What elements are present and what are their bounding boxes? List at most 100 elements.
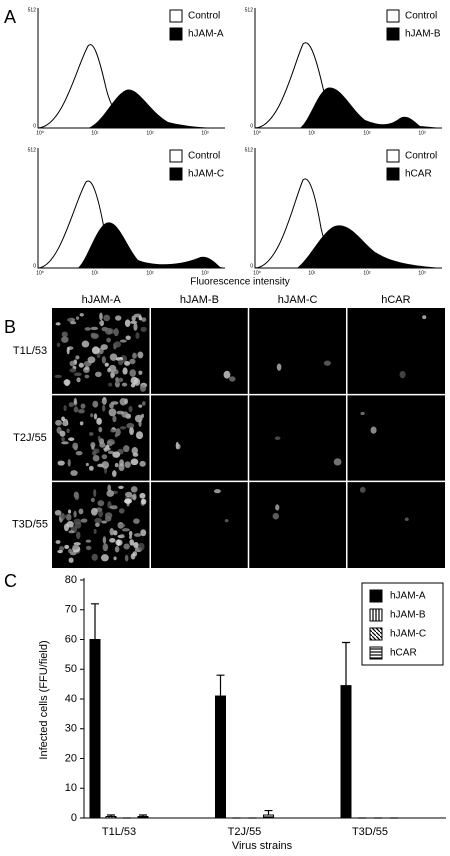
cell — [102, 404, 106, 412]
cell — [57, 549, 63, 554]
cell — [68, 548, 73, 554]
cell — [139, 460, 146, 467]
cell — [142, 401, 146, 406]
cell — [124, 498, 132, 504]
cell — [140, 326, 147, 332]
cell — [110, 429, 116, 433]
cell — [131, 447, 138, 455]
cell — [276, 363, 282, 371]
x-tick-label: 10² — [363, 130, 371, 136]
bar — [89, 639, 101, 819]
bar — [105, 816, 117, 819]
cell — [129, 358, 136, 365]
cell — [224, 519, 229, 523]
cell — [115, 377, 119, 382]
cell — [323, 360, 331, 366]
cell — [119, 459, 125, 467]
cell — [65, 513, 72, 521]
cell — [115, 539, 123, 546]
x-tick-label: 10² — [363, 270, 371, 276]
cell — [124, 491, 133, 498]
cell — [74, 446, 78, 451]
cell — [129, 427, 134, 436]
cell — [114, 433, 118, 438]
cell — [109, 505, 118, 510]
cell — [141, 498, 147, 505]
cell — [66, 521, 74, 528]
cell — [103, 447, 111, 451]
column-label: hJAM-A — [82, 294, 122, 306]
x-tick-label: 10⁰ — [36, 130, 44, 136]
cell — [128, 530, 133, 537]
cell — [130, 458, 139, 466]
cell — [99, 442, 106, 448]
cell — [132, 493, 137, 501]
legend-label: hCAR — [405, 169, 432, 180]
cell — [112, 415, 117, 423]
cell — [78, 362, 84, 368]
error-bar — [91, 603, 99, 640]
cell — [128, 535, 133, 540]
cell — [107, 450, 115, 454]
cell — [124, 461, 131, 469]
cell — [119, 339, 127, 343]
cell — [100, 344, 108, 350]
y-tick-label: 512 — [28, 147, 37, 153]
legend-label: hJAM-C — [390, 629, 426, 640]
x-tick-label: T3D/55 — [352, 826, 388, 838]
cell — [81, 340, 90, 348]
cell — [93, 448, 100, 454]
cell — [93, 489, 97, 498]
cell — [114, 341, 122, 348]
cell — [118, 485, 124, 489]
cell — [76, 531, 81, 540]
cell — [132, 352, 137, 359]
cell — [67, 318, 72, 322]
legend-label: hJAM-A — [188, 29, 224, 40]
cell — [74, 493, 80, 501]
legend-label: Control — [188, 11, 220, 22]
cell — [90, 442, 96, 448]
x-tick-label: 10³ — [418, 130, 426, 136]
y-tick-label: 0 — [250, 263, 253, 269]
cell — [175, 443, 181, 450]
cell — [119, 426, 127, 430]
cell — [114, 315, 122, 321]
error-bar — [216, 674, 225, 697]
cell — [68, 530, 75, 534]
cell — [91, 346, 100, 355]
cell — [130, 553, 136, 560]
cell — [139, 492, 146, 499]
cell — [90, 497, 95, 503]
cell — [55, 419, 62, 426]
cell — [112, 470, 117, 477]
axis-title: Fluorescence intensity — [190, 277, 290, 288]
x-tick-label: 10¹ — [308, 130, 316, 136]
cell — [123, 543, 130, 550]
cell — [122, 367, 128, 375]
cell — [92, 400, 99, 408]
y-tick-label: 20 — [65, 752, 77, 764]
cell — [67, 459, 71, 467]
cell — [90, 507, 98, 516]
cell — [68, 402, 75, 408]
axes — [254, 8, 442, 129]
y-tick-label: 80 — [65, 574, 77, 586]
cell — [101, 400, 108, 404]
cell — [129, 369, 137, 377]
cell — [88, 465, 94, 471]
legend-swatch — [169, 9, 183, 23]
cell — [93, 413, 98, 420]
cell — [106, 337, 111, 343]
cell — [135, 332, 140, 339]
cell — [118, 508, 125, 514]
cell — [73, 510, 77, 518]
panel-label: B — [4, 317, 16, 337]
cell — [109, 538, 116, 543]
cell — [129, 539, 135, 546]
cell — [370, 426, 377, 434]
y-tick-label: 512 — [28, 7, 37, 13]
cell — [60, 514, 67, 519]
x-tick-label: 10¹ — [308, 270, 316, 276]
x-axis-title: Virus strains — [232, 840, 293, 852]
